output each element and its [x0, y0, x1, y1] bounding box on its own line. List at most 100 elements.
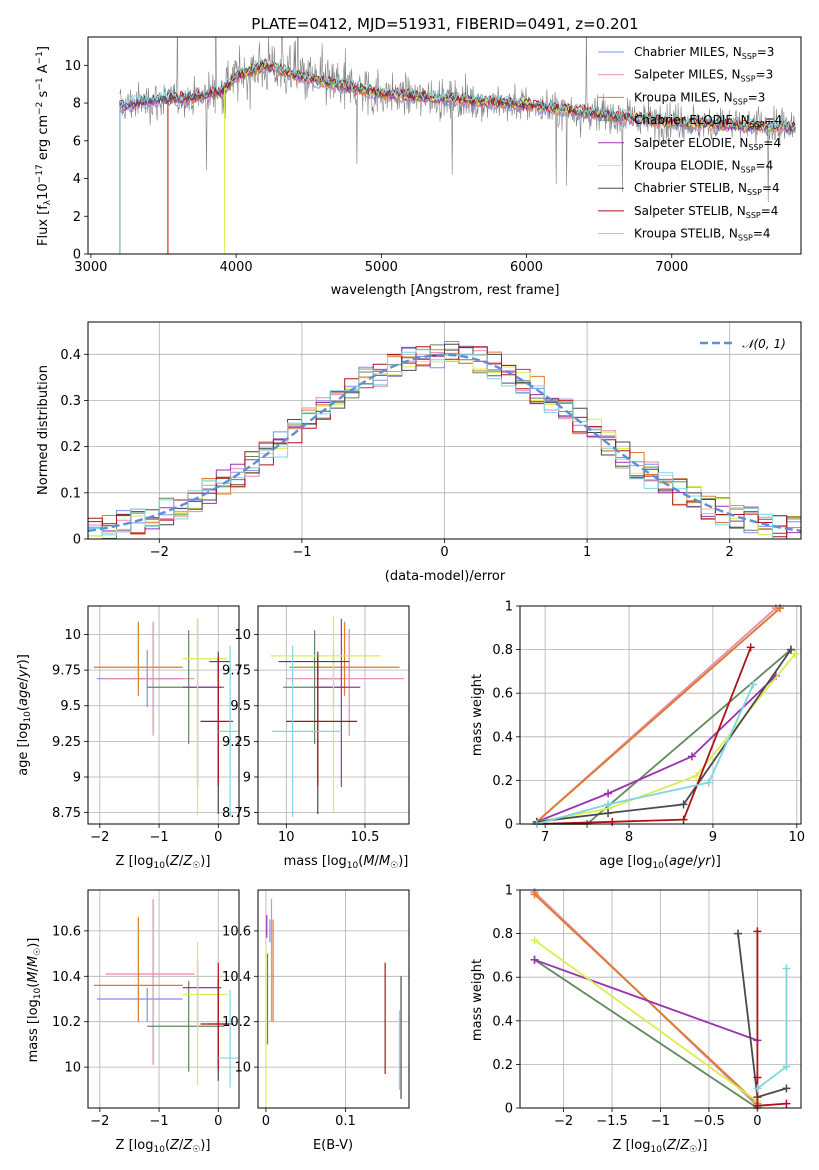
x-tick-label: 2 — [726, 545, 734, 560]
weight-line — [536, 649, 792, 823]
x-tick-label: −2 — [554, 1114, 573, 1129]
y-tick-label: 10 — [234, 1061, 251, 1076]
y-tick-label: 9.75 — [52, 664, 81, 679]
y-tick-label: 0.1 — [60, 486, 81, 501]
x-tick-label: −1 — [292, 545, 311, 560]
y-axis-label: Normed distribution — [36, 365, 51, 495]
x-axis-label: E(B-V) — [313, 1138, 353, 1153]
weight-marker — [704, 778, 713, 787]
weight-marker — [782, 1062, 791, 1071]
y-tick-label: 8.75 — [222, 806, 251, 821]
y-tick-label: 10 — [64, 1061, 81, 1076]
x-tick-label: 0 — [214, 830, 222, 845]
weight-line — [533, 893, 759, 1105]
legend-entry: Chabrier ELODIE, NSSP=4 — [634, 113, 782, 129]
x-tick-label: −2 — [150, 545, 169, 560]
data-spectrum-line — [119, 37, 796, 203]
y-tick-label: 0.8 — [492, 643, 513, 658]
x-tick-label: −1.5 — [596, 1114, 628, 1129]
y-tick-label: 8 — [73, 97, 81, 112]
x-tick-label: 7000 — [655, 260, 688, 275]
y-axis-label: age [log10(age/yr)] — [16, 654, 33, 776]
x-axis-label: Z [log10(Z/Z☉)] — [613, 1138, 708, 1155]
ebv-mass-panel: 0 0.1 10 10.2 10.4 10.6 — [222, 889, 410, 1129]
y-tick-label: 10 — [64, 59, 81, 74]
weight-line — [756, 968, 788, 1090]
model-spectrum-line — [119, 59, 796, 254]
weight-marker — [692, 772, 701, 781]
y-tick-label: 10.4 — [52, 970, 81, 985]
y-tick-label: 0.4 — [60, 348, 81, 363]
x-tick-label: 0 — [262, 1114, 270, 1129]
z-weight-panel: −2 −1.5 −1 −0.5 0 0 0.2 0.4 0.6 0.8 1 — [492, 884, 802, 1129]
figure-title: PLATE=0412, MJD=51931, FIBERID=0491, z=0… — [251, 15, 638, 33]
y-tick-label: 10.4 — [222, 970, 251, 985]
y-tick-label: 0.2 — [492, 1058, 513, 1073]
x-tick-label: 0.1 — [335, 1114, 356, 1129]
x-tick-label: 10 — [278, 830, 295, 845]
weight-marker — [604, 800, 613, 809]
y-tick-label: 10 — [234, 628, 251, 643]
x-tick-label: 1 — [583, 545, 591, 560]
weight-line — [536, 607, 781, 823]
legend-entry: Kroupa STELIB, NSSP=4 — [634, 227, 771, 243]
axes-frame — [87, 321, 802, 540]
x-tick-label: 6000 — [510, 260, 543, 275]
y-tick-label: 1 — [505, 884, 513, 899]
y-tick-label: 1 — [505, 600, 513, 615]
weight-marker — [530, 955, 539, 964]
x-tick-label: −0.5 — [693, 1114, 725, 1129]
x-tick-label: 0 — [753, 1114, 761, 1129]
y-tick-label: 0.2 — [492, 774, 513, 789]
errorbars — [93, 899, 239, 1088]
errorbars — [93, 618, 239, 817]
x-tick-label: 9 — [709, 830, 717, 845]
weight-marker — [734, 929, 743, 938]
weight-marker — [782, 1084, 791, 1093]
y-tick-label: 10.6 — [222, 924, 251, 939]
x-tick-label: −2 — [90, 830, 109, 845]
y-tick-label: 9.5 — [60, 699, 81, 714]
weight-marker — [530, 936, 539, 945]
axes-frame — [87, 605, 240, 825]
histogram-steps — [88, 353, 801, 539]
x-axis-label: Z [log10(Z/Z☉)] — [116, 854, 211, 871]
axes-frame — [87, 889, 240, 1109]
weight-marker — [604, 809, 613, 818]
axes-frame — [257, 889, 410, 1109]
weight-marker — [679, 815, 688, 824]
y-tick-label: 0 — [505, 1102, 513, 1117]
y-tick-label: 2 — [73, 210, 81, 225]
residuals-panel: −2 −1 0 1 2 0 0.1 0.2 0.3 0.4 𝒩(0, 1) (data-model)/… — [36, 321, 802, 584]
weight-marker — [679, 800, 688, 809]
errorbars — [265, 899, 402, 1108]
weight-marker — [749, 680, 758, 689]
y-tick-label: 10.2 — [52, 1015, 81, 1030]
y-axis-label: mass [log10(M/M☉)] — [26, 938, 43, 1063]
legend-entry: Salpeter MILES, NSSP=3 — [634, 68, 773, 84]
weight-marker — [746, 643, 755, 652]
histogram-steps — [88, 349, 773, 539]
weight-marker — [791, 649, 800, 658]
x-tick-label: 5000 — [365, 260, 398, 275]
histogram-steps — [88, 343, 788, 539]
x-axis-label: wavelength [Angstrom, rest frame] — [331, 283, 560, 298]
x-tick-label: −1 — [651, 1114, 670, 1129]
x-tick-label: 10.5 — [350, 830, 379, 845]
axes-frame — [257, 605, 410, 825]
y-tick-label: 10.2 — [222, 1015, 251, 1030]
weight-marker — [687, 752, 696, 761]
y-axis-label: mass weight — [470, 959, 485, 1041]
normal-reference-curve — [88, 353, 801, 533]
legend-entry: Salpeter ELODIE, NSSP=4 — [634, 136, 781, 152]
weight-marker — [608, 817, 617, 826]
y-tick-label: 9.5 — [230, 699, 251, 714]
y-tick-label: 9.75 — [222, 664, 251, 679]
weight-line — [534, 959, 758, 1109]
y-tick-label: 0.8 — [492, 927, 513, 942]
weight-line — [536, 684, 755, 825]
legend-entry: Kroupa ELODIE, NSSP=4 — [634, 159, 773, 175]
model-spectrum-line — [167, 57, 796, 254]
legend-entry: Kroupa MILES, NSSP=3 — [634, 90, 765, 106]
